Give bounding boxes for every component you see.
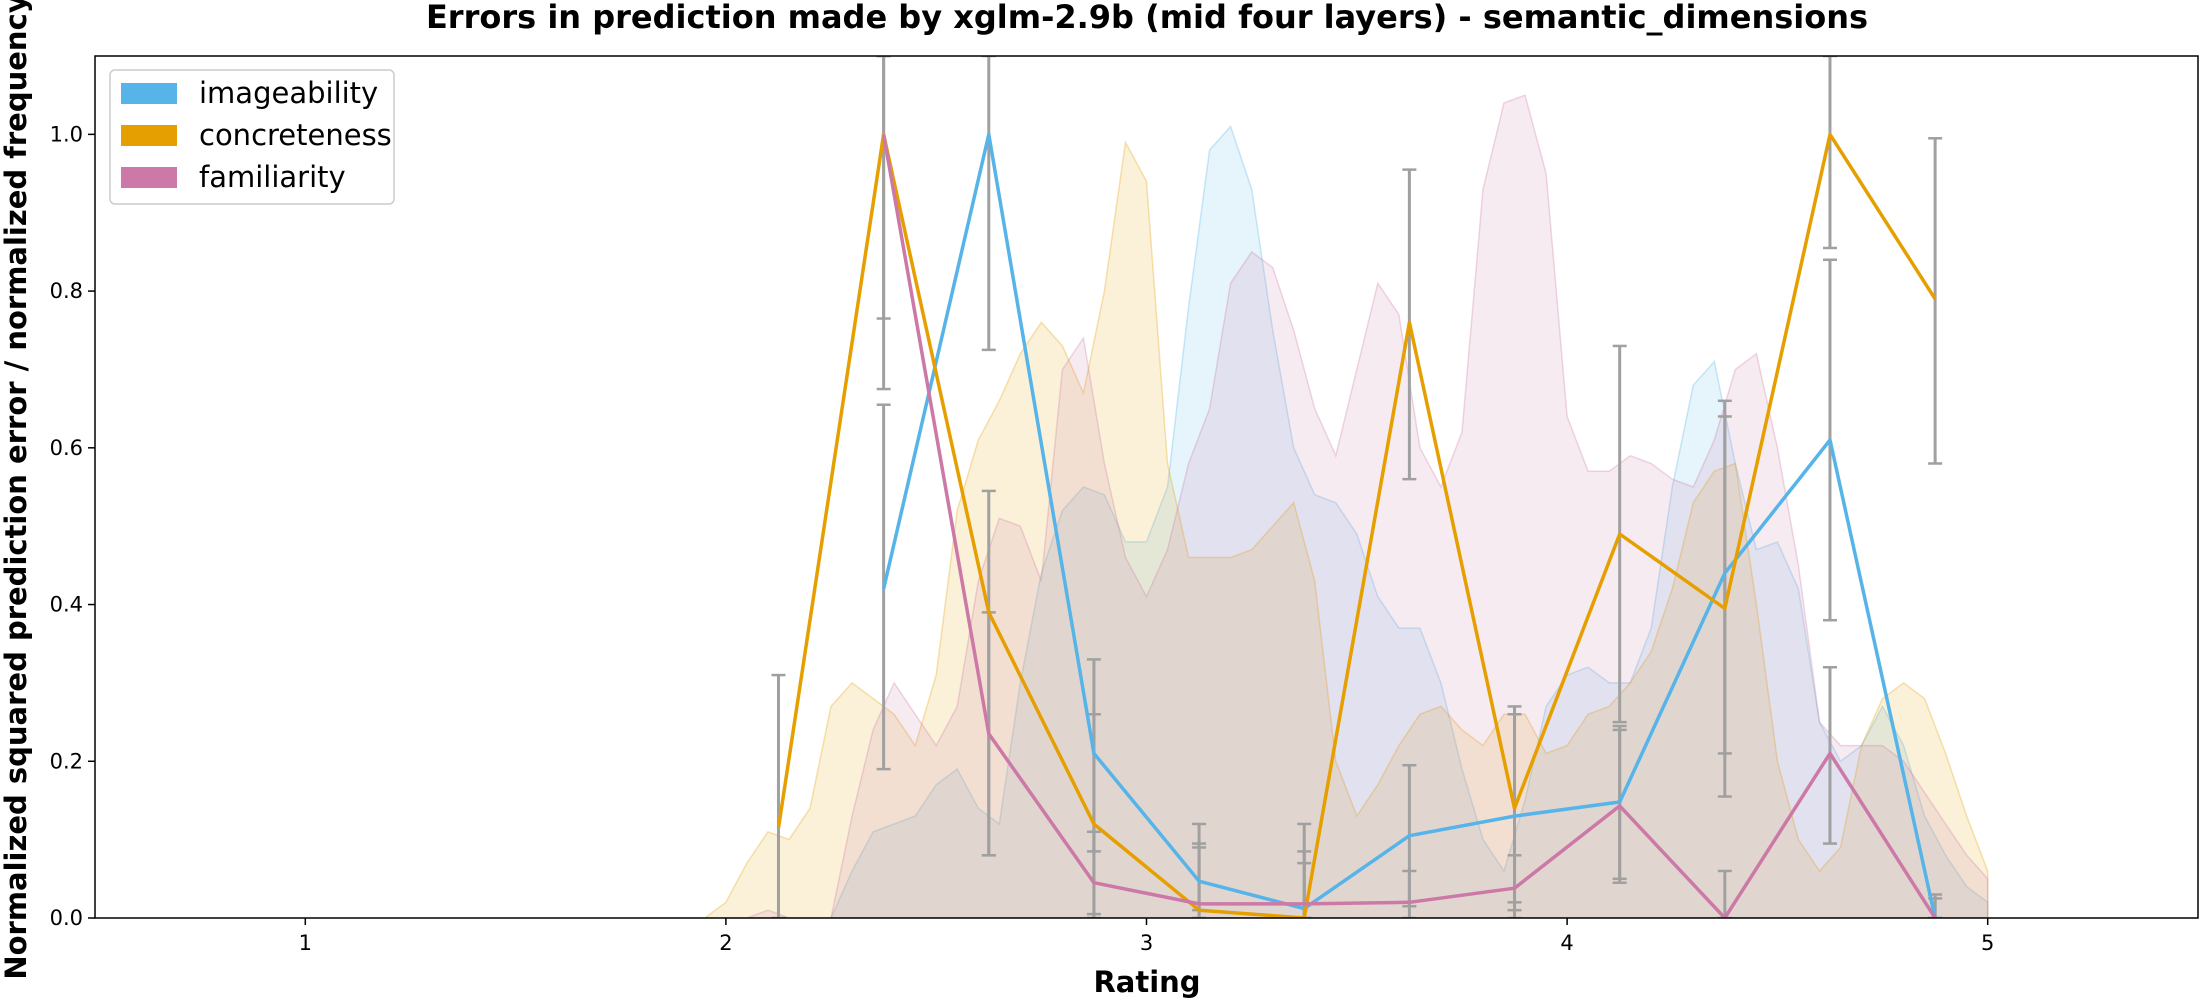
legend-frame xyxy=(109,69,395,205)
line-concreteness xyxy=(776,132,1937,918)
x-axis: 1 2 3 4 5 xyxy=(299,918,1994,955)
legend: imageability concreteness familiarity xyxy=(109,69,395,205)
x-tick-label: 2 xyxy=(719,931,732,955)
y-tick-label: 0.6 xyxy=(50,436,83,460)
y-axis: 0.0 0.2 0.4 0.6 0.8 1.0 xyxy=(50,122,95,930)
chart-title: Errors in prediction made by xglm-2.9b (… xyxy=(426,0,1868,36)
y-axis-label: Normalized squared prediction error / no… xyxy=(0,0,33,980)
x-tick-label: 5 xyxy=(1981,931,1994,955)
legend-label-concreteness: concreteness xyxy=(199,118,392,152)
line-imageability xyxy=(881,132,1937,918)
legend-label-imageability: imageability xyxy=(199,76,378,110)
plot-area xyxy=(641,56,1989,918)
y-tick-label: 0.2 xyxy=(50,749,83,773)
density-area-familiarity xyxy=(725,94,1989,918)
legend-swatch-familiarity xyxy=(121,167,177,188)
y-tick-label: 1.0 xyxy=(50,122,83,146)
line-familiarity xyxy=(881,134,1937,918)
legend-swatch-concreteness xyxy=(121,125,177,146)
x-tick-label: 4 xyxy=(1560,931,1573,955)
y-tick-label: 0.4 xyxy=(50,593,83,617)
y-tick-label: 0.0 xyxy=(50,906,83,930)
density-area-concreteness xyxy=(641,139,1989,918)
legend-label-familiarity: familiarity xyxy=(199,160,346,194)
x-tick-label: 1 xyxy=(299,931,312,955)
x-axis-label: Rating xyxy=(1093,965,1200,999)
y-tick-label: 0.8 xyxy=(50,279,83,303)
x-tick-label: 3 xyxy=(1140,931,1153,955)
legend-swatch-imageability xyxy=(121,83,177,104)
